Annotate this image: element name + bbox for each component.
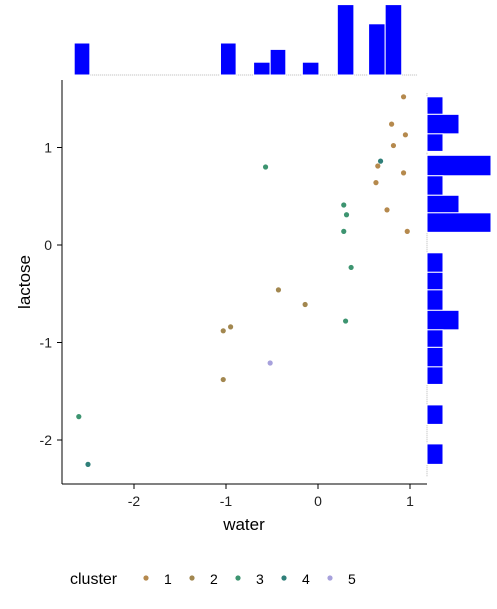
right-histogram-bar [426,346,444,368]
data-point-cluster-1 [389,121,395,127]
top-histogram-bar [253,61,271,76]
legend-label-cluster-3: 3 [256,571,264,587]
x-tick-label: -1 [220,493,233,509]
scatter-points [76,94,410,467]
legend-label-cluster-4: 4 [302,571,310,587]
data-point-cluster-3 [343,212,350,218]
right-histogram-bar [426,252,444,273]
y-axis-ticks: -2 -1 0 1 [40,140,62,448]
right-histogram-bar [426,289,444,311]
data-point-cluster-1 [384,207,390,213]
right-histogram-bar [426,96,444,115]
right-histogram-bar [426,133,444,152]
legend-key-cluster-1 [143,575,149,581]
right-histogram-bar [426,194,460,214]
data-point-cluster-3 [343,318,349,324]
top-histogram-bar [73,42,91,76]
x-tick-label: 0 [314,493,322,509]
right-histogram-bar [426,443,444,465]
x-axis-ticks: -2 -1 0 1 [128,484,414,509]
x-tick-label: -2 [128,493,141,509]
top-histogram-bar [269,48,287,76]
data-point-cluster-3 [348,264,354,271]
legend-key-cluster-2 [189,575,195,581]
right-histogram-bar [426,329,444,348]
y-tick-label: 0 [44,237,52,253]
right-histogram-bar [426,154,492,177]
data-point-cluster-5 [267,360,273,366]
data-point-cluster-1 [375,163,381,169]
y-tick-label: -1 [40,335,53,351]
x-axis-label: water [222,515,265,534]
legend-label-cluster-1: 1 [164,571,172,587]
data-point-cluster-1 [373,180,379,186]
y-tick-label: 1 [44,140,52,156]
data-point-cluster-4 [85,461,91,467]
legend-key-cluster-4 [281,575,287,581]
right-histogram-bar [426,309,460,331]
right-histogram-bar [426,404,444,425]
data-point-cluster-1 [400,170,407,176]
top-histogram-bar [301,61,320,76]
right-histogram-bar [426,212,492,233]
right-histogram-bar [426,366,444,385]
y-axis-label: lactose [15,255,34,309]
data-point-cluster-1 [400,94,407,100]
data-point-cluster-1 [404,228,410,234]
top-histogram-bar [384,4,403,76]
legend: cluster 1 2 3 4 5 [70,571,356,588]
right-histogram-bar [426,271,444,291]
data-point-cluster-2 [275,287,282,293]
data-point-cluster-2 [302,301,308,308]
data-point-cluster-3 [341,228,347,234]
right-histogram-bar [426,113,460,135]
legend-title: cluster [70,571,118,588]
right-histogram-bar [426,175,444,196]
data-point-cluster-2 [228,324,234,330]
legend-label-cluster-5: 5 [348,571,356,587]
legend-items: 1 2 3 4 5 [143,571,356,587]
legend-key-cluster-3 [235,575,241,581]
top-histogram-bar [219,42,237,76]
top-histogram-bar [336,4,355,76]
x-tick-label: 1 [406,493,414,509]
right-marginal-histogram [426,93,492,477]
legend-key-cluster-5 [327,575,333,581]
data-point-cluster-1 [402,132,408,138]
data-point-cluster-3 [262,164,269,170]
data-point-cluster-2 [220,376,226,383]
data-point-cluster-3 [76,414,82,420]
data-point-cluster-4 [377,158,384,164]
top-histogram-bar [368,23,386,76]
data-point-cluster-2 [220,328,226,334]
y-tick-label: -2 [40,432,53,448]
legend-label-cluster-2: 2 [210,571,218,587]
data-point-cluster-3 [341,202,347,208]
top-marginal-histogram [73,4,418,76]
data-point-cluster-1 [390,142,397,149]
